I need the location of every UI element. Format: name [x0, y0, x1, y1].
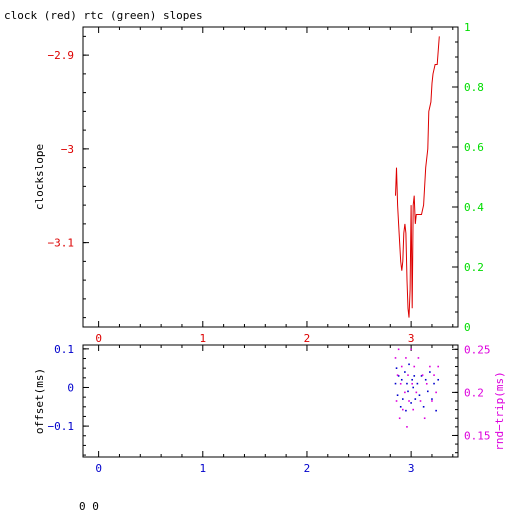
rtt-point	[429, 365, 431, 368]
offset-point	[426, 390, 429, 393]
y2-tick-label: 0.8	[464, 81, 484, 94]
rtt-point	[417, 357, 420, 359]
offset-point	[408, 363, 410, 366]
x-tick-label: 3	[408, 332, 415, 345]
rtt-point	[395, 400, 398, 402]
rtt-point	[405, 357, 407, 359]
rtt-point	[425, 382, 428, 385]
offset-point	[429, 371, 431, 373]
y-tick-label: 0	[67, 381, 74, 394]
rtt-point	[401, 408, 404, 411]
offset-point	[406, 382, 408, 385]
rtt-point	[412, 408, 415, 411]
x-tick-label: 2	[304, 462, 311, 475]
offset-point	[399, 405, 402, 408]
x-tick-label: 3	[408, 462, 415, 475]
rtt-point	[408, 400, 410, 402]
offset-point	[420, 375, 423, 377]
rtt-point	[407, 374, 409, 376]
rtt-point	[413, 365, 416, 368]
x-tick-label: 0	[95, 462, 102, 475]
top-y-axis-label: clockslope	[33, 144, 46, 210]
offset-point	[404, 371, 406, 373]
rtt-point	[411, 382, 413, 385]
top-plot-frame	[82, 26, 459, 328]
rtt-point	[396, 374, 399, 376]
rtt-point	[437, 365, 440, 368]
x-tick-label: 2	[304, 332, 311, 345]
offset-point	[397, 375, 400, 377]
rtt-point	[433, 374, 435, 376]
y2-tick-label: 0.2	[464, 261, 484, 274]
offset-point	[400, 378, 403, 381]
offset-point	[396, 394, 399, 397]
y2-tick-label: 1	[464, 21, 471, 34]
offset-point	[433, 382, 435, 385]
y2-tick-label: 0.4	[464, 201, 484, 214]
offset-point	[431, 398, 433, 400]
y-tick-label: −3.1	[48, 237, 75, 250]
offset-point	[410, 402, 412, 404]
y2-tick-label: 0.15	[464, 429, 491, 442]
offset-point	[437, 378, 440, 381]
rtt-point	[400, 365, 403, 368]
offset-point	[401, 398, 404, 400]
offset-point	[435, 409, 437, 412]
y-tick-label: −2.9	[48, 49, 75, 62]
offset-point	[414, 398, 417, 400]
rtt-point	[431, 400, 433, 402]
offset-point	[412, 386, 415, 389]
x-tick-label: 1	[199, 332, 206, 345]
y-tick-label: 0.1	[54, 343, 74, 356]
offset-point	[422, 405, 425, 408]
rtt-point	[406, 426, 408, 428]
rtt-point	[410, 348, 412, 351]
x-tick-label: 1	[199, 462, 206, 475]
y-tick-label: −3	[61, 143, 74, 156]
bottom-plot-frame	[82, 344, 459, 458]
footer-text: 0 0	[79, 500, 99, 512]
offset-point	[394, 382, 397, 385]
offset-point	[411, 378, 413, 381]
offset-point	[413, 375, 416, 377]
clock-slope-line	[395, 36, 440, 318]
y-tick-label: −0.1	[48, 420, 75, 433]
rtt-point	[398, 417, 401, 420]
rtt-point	[394, 357, 397, 359]
x-tick-label: 0	[95, 332, 102, 345]
chart-title: clock (red) rtc (green) slopes	[4, 9, 203, 22]
y2-tick-label: 0.6	[464, 141, 484, 154]
rtt-point	[397, 348, 400, 351]
offset-point	[407, 390, 409, 393]
y2-tick-label: 0.2	[464, 386, 484, 399]
y2-tick-label: 0	[464, 321, 471, 334]
rtt-point	[419, 400, 422, 402]
bottom-y2-axis-label: rnd−trip(ms)	[493, 371, 506, 450]
rtt-point	[399, 382, 402, 385]
rtt-point	[404, 391, 406, 394]
rtt-point	[435, 391, 437, 394]
offset-point	[418, 394, 421, 397]
offset-point	[424, 378, 427, 381]
y2-tick-label: 0.25	[464, 343, 491, 356]
offset-point	[405, 409, 407, 412]
rtt-point	[415, 391, 418, 394]
bottom-y-axis-label: offset(ms)	[33, 368, 46, 434]
offset-point	[416, 382, 419, 385]
rtt-point	[423, 417, 426, 420]
offset-point	[395, 367, 398, 369]
rtt-point	[421, 374, 424, 376]
